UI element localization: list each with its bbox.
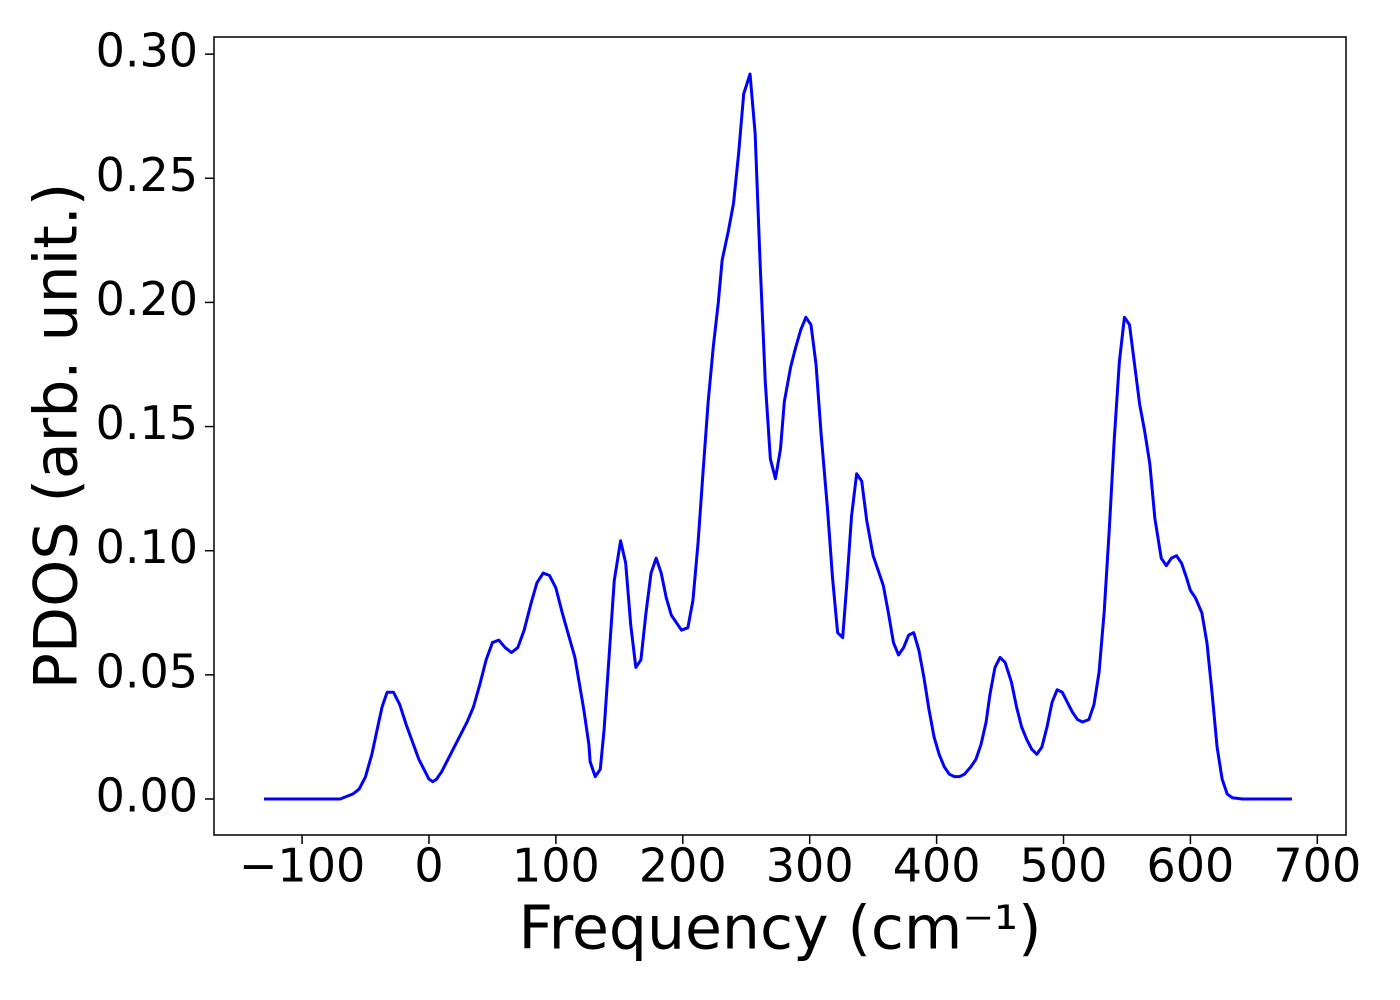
x-tick-label: 100 [512, 839, 600, 893]
x-tick-label: 0 [414, 839, 443, 893]
y-tick-label: 0.15 [96, 396, 198, 450]
x-tick-label: 400 [893, 839, 981, 893]
x-tick-label: 300 [766, 839, 854, 893]
y-tick-label: 0.05 [96, 644, 198, 698]
x-tick-label: 200 [639, 839, 727, 893]
y-axis-label: PDOS (arb. unit.) [22, 183, 92, 690]
y-tick-label: 0.10 [96, 520, 198, 574]
x-tick-label: 600 [1147, 839, 1235, 893]
pdos-line [264, 72, 1292, 801]
x-tick-label: 500 [1020, 839, 1108, 893]
y-tick-label: 0.00 [96, 768, 198, 822]
plot-frame [213, 36, 1347, 836]
x-tick-label: 700 [1273, 839, 1361, 893]
y-tick-label: 0.20 [96, 272, 198, 326]
x-tick-label: −100 [239, 839, 365, 893]
y-tick-label: 0.30 [96, 24, 198, 78]
y-tick-label: 0.25 [96, 148, 198, 202]
x-axis-label: Frequency (cm⁻¹) [518, 894, 1041, 964]
